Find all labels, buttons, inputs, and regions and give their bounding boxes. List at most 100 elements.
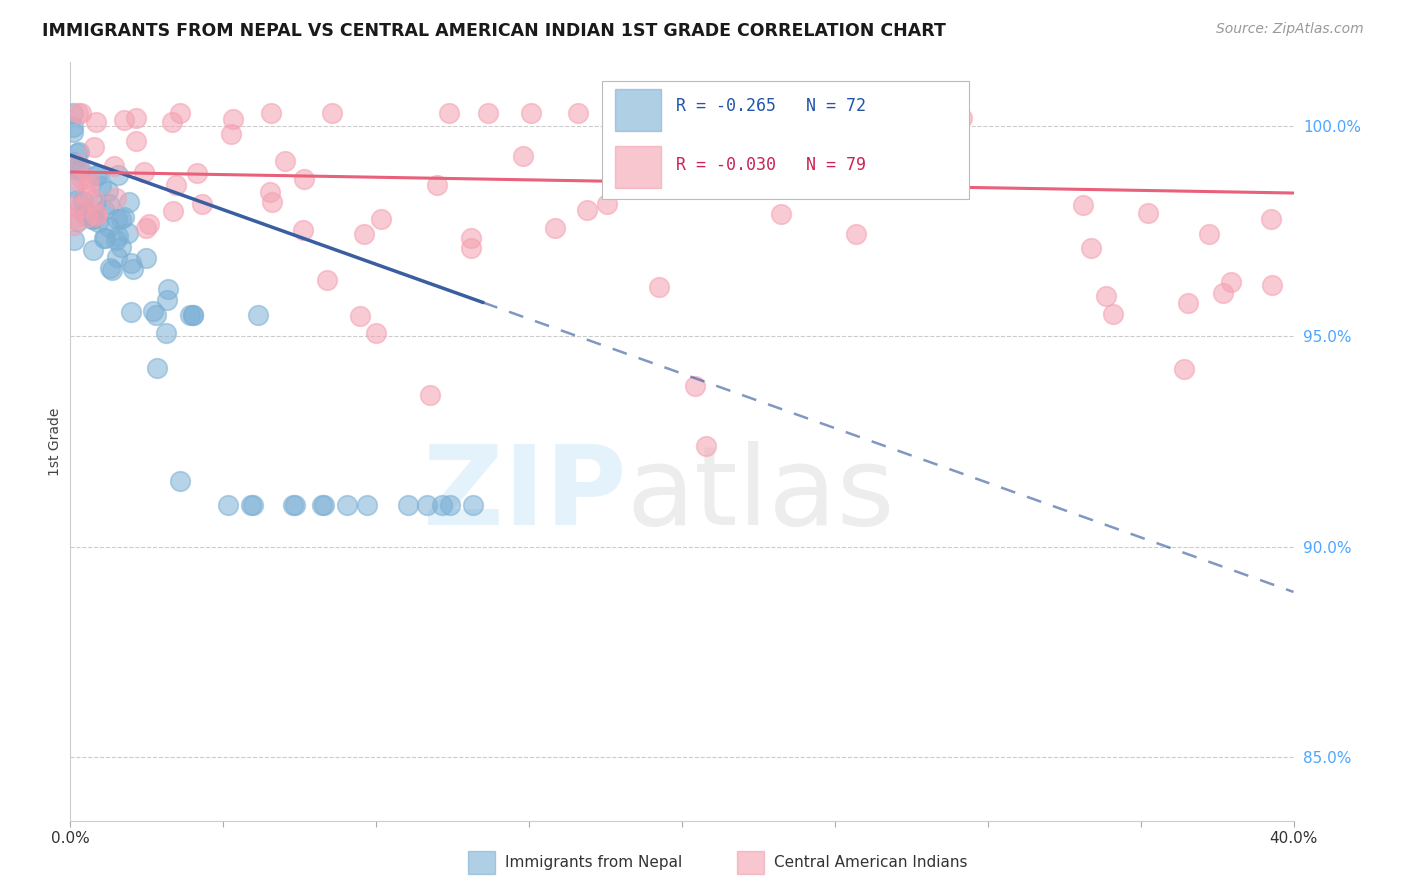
Point (259, 185, 281, 199)
Point (93, 202, 115, 217)
Point (82, 211, 104, 226)
Point (82, 209, 104, 223)
Point (132, 165, 155, 179)
Point (247, 308, 270, 322)
Point (97, 184, 120, 198)
Point (1094, 289, 1116, 303)
Point (845, 227, 868, 241)
Point (84, 198, 107, 212)
Point (1177, 295, 1199, 310)
Bar (614, 145, 661, 187)
Point (292, 223, 315, 237)
Point (98, 197, 121, 211)
Point (647, 279, 669, 293)
Point (117, 226, 139, 240)
Point (120, 256, 142, 270)
Point (145, 308, 167, 322)
Point (165, 178, 187, 192)
Point (191, 196, 214, 211)
Point (125, 112, 148, 126)
Point (460, 231, 482, 245)
Point (146, 360, 169, 375)
Point (396, 498, 419, 512)
Point (66, 146, 89, 161)
Point (76, 189, 98, 203)
Point (67, 145, 90, 159)
Point (181, 308, 204, 322)
Text: ZIP: ZIP (423, 442, 627, 548)
Point (463, 498, 485, 512)
Point (107, 211, 129, 226)
Point (596, 197, 619, 211)
Point (576, 203, 599, 218)
Text: Central American Indians: Central American Indians (773, 855, 967, 870)
Point (260, 106, 283, 120)
Point (70, 106, 93, 120)
Point (156, 293, 179, 307)
Point (62, 154, 84, 169)
Point (186, 166, 208, 180)
Point (437, 106, 460, 120)
Point (1173, 361, 1195, 376)
Point (112, 113, 135, 128)
Point (142, 304, 165, 318)
Text: atlas: atlas (627, 442, 896, 548)
Point (1136, 205, 1159, 219)
Point (138, 217, 160, 231)
Point (460, 241, 482, 255)
Point (107, 228, 129, 243)
Point (84, 168, 107, 182)
Point (426, 178, 449, 192)
Text: R = -0.030   N = 79: R = -0.030 N = 79 (676, 156, 866, 174)
Point (98, 261, 121, 276)
Point (356, 498, 378, 512)
Point (349, 309, 371, 323)
Point (217, 498, 239, 512)
Point (1261, 278, 1284, 293)
Point (179, 308, 201, 322)
Point (103, 160, 125, 174)
Point (312, 498, 335, 512)
Point (284, 498, 307, 512)
Point (66, 157, 89, 171)
Point (1212, 285, 1234, 300)
Point (66, 193, 89, 207)
Point (66, 174, 89, 188)
Point (98, 219, 121, 234)
Point (104, 233, 127, 247)
Point (1219, 275, 1241, 289)
Point (135, 221, 157, 235)
Point (66, 214, 89, 228)
Point (110, 239, 132, 253)
Point (311, 498, 333, 512)
Text: IMMIGRANTS FROM NEPAL VS CENTRAL AMERICAN INDIAN 1ST GRADE CORRELATION CHART: IMMIGRANTS FROM NEPAL VS CENTRAL AMERICA… (42, 22, 946, 40)
Point (100, 263, 122, 277)
Point (86, 207, 108, 221)
Point (364, 326, 387, 341)
Point (77, 172, 100, 186)
Point (544, 220, 567, 235)
Point (107, 169, 129, 183)
Point (169, 106, 191, 120)
Y-axis label: 1st Grade: 1st Grade (48, 408, 62, 475)
Point (770, 207, 793, 221)
Point (120, 305, 142, 319)
Point (336, 498, 359, 512)
Point (1260, 212, 1282, 227)
Point (162, 114, 184, 128)
Point (477, 106, 499, 120)
Point (62, 198, 84, 212)
Point (105, 250, 128, 264)
Point (86, 168, 108, 182)
Point (169, 474, 191, 488)
Point (63, 218, 86, 232)
Point (84, 209, 107, 223)
Point (222, 112, 245, 126)
Point (242, 498, 264, 512)
Bar (614, 89, 661, 130)
Point (353, 227, 375, 242)
Text: R = -0.265   N = 72: R = -0.265 N = 72 (676, 97, 866, 115)
Point (370, 211, 392, 226)
Point (63, 180, 86, 194)
Point (274, 154, 297, 169)
